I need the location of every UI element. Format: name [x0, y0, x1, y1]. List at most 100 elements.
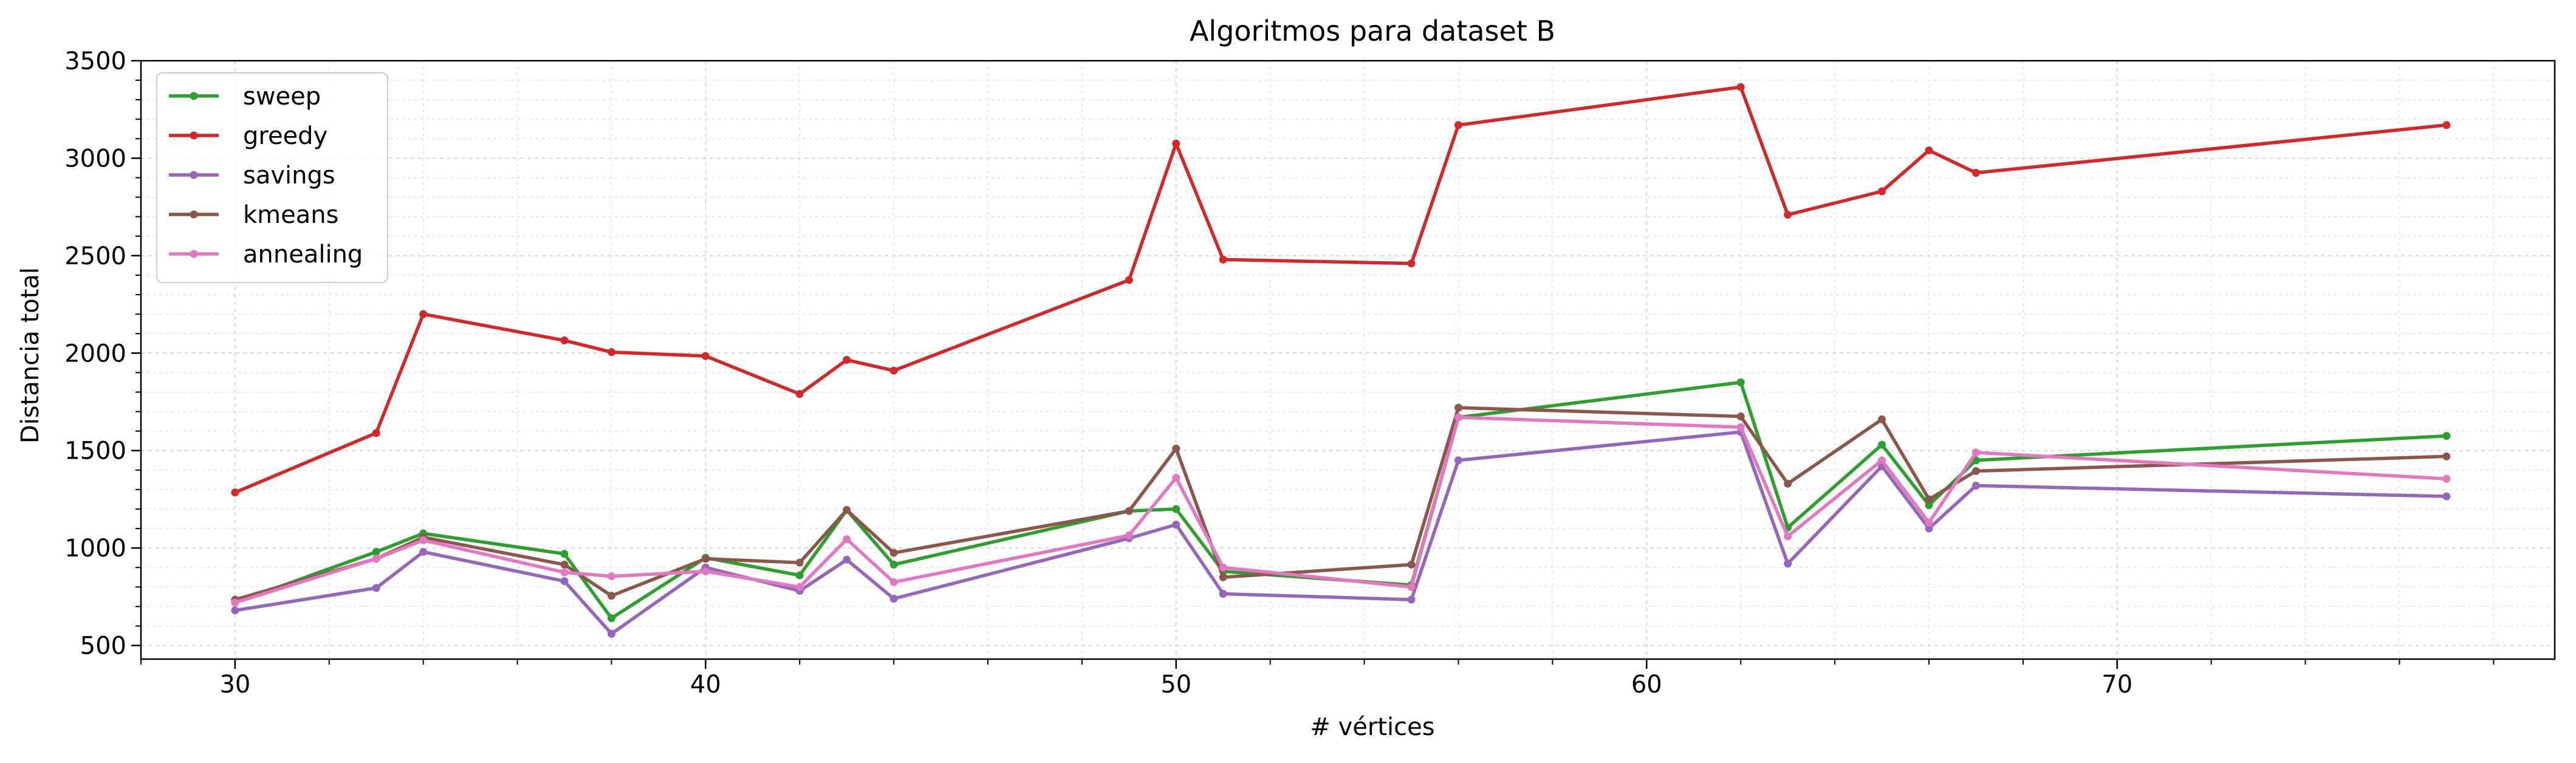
data-point-annealing — [1125, 531, 1133, 539]
data-point-savings — [231, 606, 239, 615]
x-tick-label: 70 — [2102, 671, 2132, 699]
chart-title: Algoritmos para dataset B — [1190, 15, 1555, 47]
data-point-sweep — [795, 571, 804, 580]
data-point-annealing — [1407, 583, 1416, 591]
legend-marker-kmeans — [190, 210, 198, 219]
data-point-kmeans — [1784, 479, 1792, 488]
data-point-annealing — [231, 598, 239, 607]
data-point-sweep — [889, 560, 898, 569]
legend-label-kmeans: kmeans — [243, 201, 338, 229]
data-point-sweep — [1925, 501, 1933, 510]
legend-marker-sweep — [190, 92, 198, 100]
data-point-savings — [843, 555, 851, 564]
data-point-greedy — [1454, 121, 1462, 129]
series-line-sweep — [234, 380, 2447, 620]
data-point-greedy — [1878, 187, 1886, 196]
data-point-greedy — [1125, 276, 1133, 284]
data-point-annealing — [419, 536, 428, 544]
data-point-greedy — [1736, 83, 1745, 91]
series-lines — [231, 83, 2451, 638]
y-tick-label: 3500 — [64, 47, 126, 75]
data-point-kmeans — [1878, 415, 1886, 423]
data-point-savings — [419, 548, 428, 556]
data-point-greedy — [1407, 259, 1416, 268]
y-axis-label: Distancia total — [16, 267, 44, 443]
plot-frame — [140, 60, 2556, 660]
data-point-kmeans — [1971, 467, 1980, 475]
legend-marker-savings — [190, 171, 198, 179]
axes: 30 40 50 60 70 500 1000 1500 2000 2500 3000 3500 — [64, 47, 2556, 699]
data-point-annealing — [1219, 563, 1227, 572]
legend-marker-greedy — [190, 131, 198, 140]
data-point-kmeans — [1172, 444, 1180, 453]
legend-label-annealing: annealing — [243, 241, 363, 269]
data-point-greedy — [1971, 168, 1980, 177]
data-point-sweep — [372, 548, 380, 556]
data-point-greedy — [795, 390, 804, 399]
data-point-annealing — [1172, 474, 1180, 482]
data-point-annealing — [560, 568, 569, 577]
y-tick-label: 1000 — [64, 535, 126, 563]
data-point-savings — [1407, 595, 1416, 604]
data-point-greedy — [843, 356, 851, 364]
legend-label-greedy: greedy — [243, 122, 327, 150]
series-line-greedy — [234, 85, 2447, 494]
data-point-annealing — [1925, 518, 1933, 527]
data-point-savings — [1454, 456, 1462, 465]
data-point-annealing — [889, 578, 898, 586]
x-tick-label: 30 — [219, 671, 250, 699]
legend-label-savings: savings — [243, 162, 335, 190]
data-point-savings — [372, 584, 380, 592]
x-axis-label: # vértices — [1310, 713, 1434, 741]
data-point-annealing — [607, 572, 615, 581]
data-point-sweep — [1736, 378, 1745, 386]
y-tick-label: 1500 — [64, 437, 126, 465]
data-point-annealing — [2442, 474, 2451, 483]
legend: sweep greedy savings kmeans annealing — [156, 72, 388, 283]
data-point-kmeans — [1407, 560, 1416, 569]
data-point-kmeans — [1736, 412, 1745, 421]
data-point-kmeans — [1925, 495, 1933, 504]
data-point-greedy — [1925, 146, 1933, 155]
data-point-sweep — [560, 550, 569, 558]
data-point-greedy — [372, 429, 380, 437]
data-point-annealing — [1454, 413, 1462, 422]
data-point-annealing — [843, 535, 851, 544]
data-point-greedy — [419, 310, 428, 318]
x-tick-label: 50 — [1160, 671, 1191, 699]
data-point-annealing — [372, 555, 380, 563]
data-point-savings — [2442, 492, 2451, 501]
x-tick-label: 60 — [1631, 671, 1662, 699]
data-point-greedy — [1784, 210, 1792, 219]
data-point-greedy — [1172, 139, 1180, 148]
data-point-greedy — [889, 366, 898, 375]
data-point-savings — [1784, 559, 1792, 568]
series-line-savings — [235, 430, 2447, 636]
y-tick-label: 500 — [80, 632, 126, 660]
y-tick-label: 2500 — [64, 242, 126, 270]
data-point-annealing — [701, 567, 710, 576]
data-point-greedy — [560, 336, 569, 344]
data-point-sweep — [1878, 440, 1886, 449]
data-point-savings — [889, 595, 898, 603]
data-point-sweep — [607, 614, 615, 623]
grid — [140, 60, 2555, 659]
data-point-kmeans — [1219, 573, 1227, 581]
data-point-annealing — [1736, 423, 1745, 431]
data-point-greedy — [231, 488, 239, 497]
data-point-kmeans — [1454, 403, 1462, 412]
data-point-kmeans — [607, 592, 615, 600]
data-point-annealing — [795, 583, 804, 591]
series-line-kmeans — [235, 406, 2447, 601]
data-point-greedy — [701, 352, 710, 360]
data-point-annealing — [1971, 448, 1980, 457]
data-point-greedy — [1219, 255, 1227, 264]
data-point-kmeans — [1125, 507, 1133, 515]
legend-marker-annealing — [190, 250, 198, 258]
y-tick-label: 3000 — [64, 145, 126, 173]
legend-box — [156, 72, 388, 283]
data-point-savings — [1971, 481, 1980, 490]
